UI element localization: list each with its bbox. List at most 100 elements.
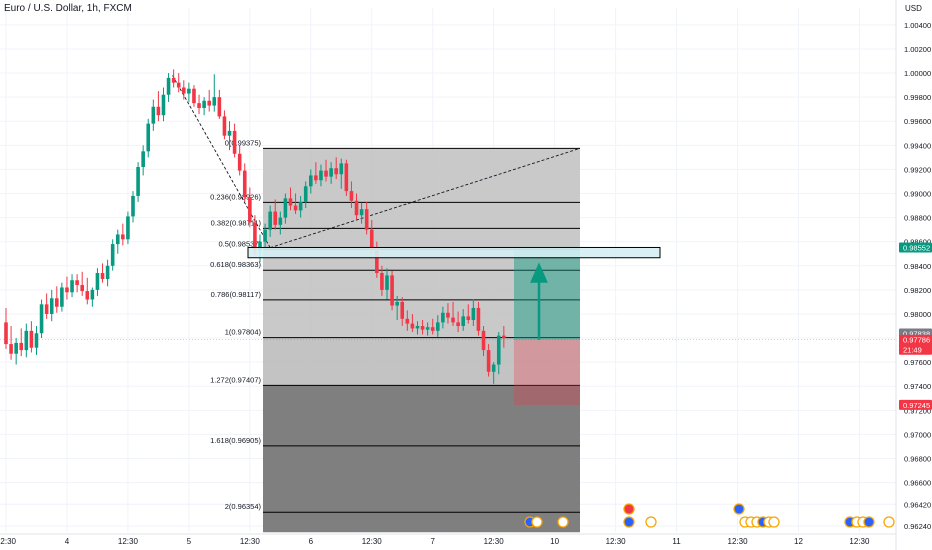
fib-level-label: 0.786(0.98117) [211, 290, 262, 299]
candle-body [222, 116, 227, 136]
candle-body [39, 304, 44, 334]
time-tick-label: 12:30 [728, 537, 749, 546]
price-tick-label: 0.98800 [904, 214, 931, 223]
event-flag-icon [531, 516, 543, 528]
candle-body [319, 170, 323, 181]
candle-body [339, 163, 344, 175]
candlestick-series[interactable] [4, 69, 506, 384]
candle-body [115, 234, 120, 245]
candle-body [90, 289, 95, 300]
price-tick-label: 0.97400 [904, 382, 931, 391]
event-flag-circle [531, 516, 543, 528]
candle-body [192, 88, 196, 104]
position-profit-zone [514, 247, 580, 340]
candle-body [502, 335, 506, 339]
candle-body [242, 170, 247, 198]
time-tick-label: 12:30 [240, 537, 261, 546]
candle-body [100, 273, 105, 280]
event-flag-circle [883, 516, 895, 528]
last-close-label: 0.97838 [903, 329, 930, 338]
candle-body [273, 211, 278, 225]
candle-body [324, 170, 328, 177]
candle-body [60, 287, 64, 307]
candle-body [207, 100, 211, 106]
price-axis[interactable]: 1.00400 1.00200 1.00000 0.99800 0.99600 0.994… [895, 0, 931, 550]
candle-body [227, 130, 232, 136]
fib-level-label: 0.236(0.98926) [210, 192, 261, 201]
price-tick-label: 0.98200 [904, 286, 931, 295]
current-price-label-countdown: 21:49 [903, 346, 922, 355]
price-tick-label: 0.99400 [904, 141, 931, 150]
event-flag-circle [863, 516, 875, 528]
stop-price-label: 0.97245 [903, 401, 930, 410]
candle-body [283, 198, 288, 218]
fib-level-label: 0.5(0.98537) [218, 239, 261, 248]
candle-body [441, 312, 445, 323]
candle-body [369, 229, 374, 248]
event-flag-icon [557, 516, 569, 528]
fib-level-label: 0(0.99375) [225, 138, 262, 147]
event-flag-icon [733, 503, 745, 515]
time-axis[interactable]: 12:30 4 12:30 5 12:30 6 12:30 7 12:30 10 12:30 11 12… [0, 533, 896, 546]
candle-body [491, 364, 496, 372]
long-position-tool[interactable] [0, 247, 896, 405]
trend-line-down [172, 75, 271, 248]
candle-body [156, 106, 161, 116]
candle-body [258, 241, 262, 251]
candle-body [176, 82, 181, 88]
candle-body [405, 318, 410, 324]
candle-body [65, 287, 69, 293]
price-tick-label: 0.99600 [904, 117, 931, 126]
time-tick-label: 6 [309, 537, 314, 546]
candle-body [436, 322, 440, 331]
candle-body [430, 327, 435, 331]
price-tick-label: 0.96600 [904, 479, 931, 488]
candle-body [298, 201, 303, 211]
candle-body [44, 304, 49, 314]
fib-level-label: 0.382(0.98711) [211, 218, 262, 227]
candle-body [110, 244, 115, 266]
time-tick-label: 11 [672, 537, 681, 546]
candle-body [70, 280, 74, 293]
candle-body [237, 153, 242, 171]
position-loss-zone [514, 339, 580, 405]
candle-body [85, 291, 90, 300]
candle-body [293, 205, 298, 211]
candle-body [375, 247, 379, 274]
candle-body [171, 77, 176, 83]
up-arrow-icon [530, 262, 548, 340]
candle-body [288, 198, 293, 206]
candle-body [446, 312, 450, 318]
fib-level-label: 2(0.96354) [225, 502, 262, 511]
candle-body [141, 151, 145, 168]
economic-events[interactable] [524, 503, 895, 528]
stop-price-label-bg [899, 399, 932, 410]
candle-body [451, 317, 455, 323]
candle-body [486, 350, 491, 372]
time-tick-label: 12:30 [606, 537, 627, 546]
candle-body [253, 222, 257, 251]
target-price-label: 0.98552 [903, 243, 930, 252]
time-tick-label: 12:30 [0, 537, 17, 546]
event-flag-icon [883, 516, 895, 528]
candle-body [166, 77, 171, 95]
candle-body [126, 216, 130, 240]
candle-body [344, 163, 349, 192]
candle-body [4, 322, 8, 345]
currency-label: USD [905, 4, 922, 13]
trend-lines[interactable] [172, 75, 581, 249]
candle-body [314, 175, 318, 181]
candle-body [278, 217, 283, 225]
price-tick-label: 1.00400 [904, 21, 931, 30]
price-tick-label: 0.99800 [904, 93, 931, 102]
candle-body [481, 330, 486, 351]
price-tick-label: 0.96240 [904, 522, 931, 531]
candle-body [456, 322, 460, 327]
candle-body [466, 316, 471, 320]
candle-body [415, 326, 420, 329]
candle-body [34, 333, 39, 348]
candle-body [75, 280, 79, 286]
resistance-zone[interactable] [247, 246, 661, 259]
candle-body [476, 307, 481, 331]
